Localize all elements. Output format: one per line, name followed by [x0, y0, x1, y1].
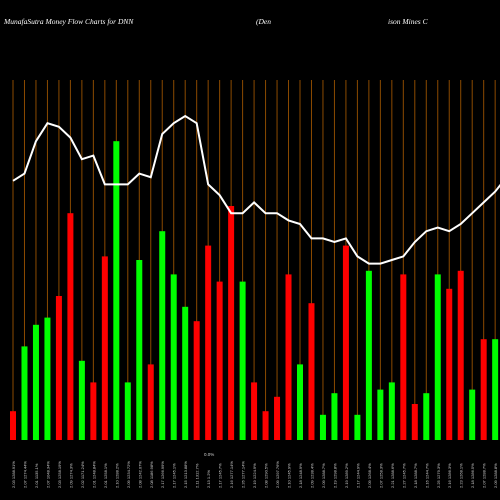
x-tick-label: 2.25 1279.3% — [436, 463, 441, 488]
x-tick-label: 2.03 1258.19% — [57, 461, 62, 488]
money-flow-bar — [113, 141, 120, 440]
x-tick-label: 2.01 1135.1% — [34, 463, 39, 488]
money-flow-bar — [388, 382, 395, 440]
x-tick-label: 2.18 1248.9% — [298, 463, 303, 488]
money-flow-bar — [492, 339, 499, 440]
x-tick-label: 2.07 1048.34% — [45, 461, 50, 488]
x-tick-label: 2.17 1245.7% — [218, 463, 223, 488]
x-tick-label: 2.09 1288.7% — [321, 463, 326, 488]
money-flow-bar — [159, 231, 166, 440]
chart-title-mid: (Den — [256, 17, 271, 26]
x-tick-label: 2.10 1245.9% — [287, 463, 292, 488]
money-flow-bar — [354, 414, 361, 440]
money-flow-bar — [377, 389, 384, 440]
money-flow-bar — [239, 281, 246, 440]
money-flow-bar — [205, 245, 212, 440]
x-tick-label: 2.07 1274.44% — [22, 461, 27, 488]
x-tick-label: 2.19 1298.8% — [332, 463, 337, 488]
money-flow-bar — [274, 396, 281, 440]
money-flow-bar — [319, 414, 326, 440]
money-flow-bar — [308, 303, 315, 440]
money-flow-bar — [55, 296, 62, 440]
x-tick-label: 2.26 1277.14% — [241, 461, 246, 488]
mid-axis-label: 0.0% — [204, 452, 214, 457]
money-flow-bar — [457, 270, 464, 440]
x-tick-label: 2.01 1248.84% — [91, 461, 96, 488]
money-flow-bar — [365, 270, 372, 440]
money-flow-bar — [124, 382, 131, 440]
x-tick-label: 2.03 1288.91% — [11, 461, 16, 488]
x-tick-label: 2.19 1224.9% — [252, 463, 257, 488]
money-flow-bar — [10, 411, 16, 440]
x-tick-label: 2.15 1213.88% — [183, 461, 188, 488]
money-flow-bar — [170, 274, 177, 440]
money-flow-bar — [331, 393, 338, 440]
x-tick-label: 2.09 1234.72% — [126, 461, 131, 488]
money-flow-bar — [78, 360, 85, 440]
x-tick-label: 2.09 1274.3% — [68, 463, 73, 488]
money-flow-bar — [342, 245, 349, 440]
money-flow-bar — [44, 317, 51, 440]
money-flow-bar — [251, 382, 258, 440]
money-flow-bar — [480, 339, 487, 440]
x-tick-label: 2.18 1288.7% — [413, 463, 418, 488]
money-flow-bar — [182, 306, 189, 440]
money-flow-bar — [67, 213, 74, 440]
money-flow-bar — [136, 260, 143, 440]
money-flow-bar — [400, 274, 407, 440]
chart-title-left: MunafaSutra Money Flow Charts for DNN — [3, 17, 134, 26]
x-tick-label: 2.08 1186.98% — [149, 461, 154, 488]
money-flow-bar — [469, 389, 476, 440]
money-flow-bar — [434, 274, 441, 440]
money-flow-bar — [216, 281, 223, 440]
x-tick-label: 2.21 1288.6% — [390, 463, 395, 488]
x-tick-label: 2.08 1242.07% — [137, 461, 142, 488]
x-tick-label: 2.16 1244.7% — [424, 463, 429, 488]
money-flow-bar — [262, 411, 269, 440]
x-tick-label: 2.17 1245.1% — [172, 463, 177, 488]
x-tick-label: 2.16 1286.3% — [447, 463, 452, 488]
x-tick-label: 2.23 1268.1% — [459, 463, 464, 488]
x-tick-label: 2.17 1266.99% — [160, 461, 165, 488]
x-tick-labels: 2.03 1288.91% 2.07 1274.44% 2.01 1135.1% 2.… — [11, 461, 498, 488]
money-flow-bar — [101, 256, 108, 440]
money-flow-bar — [21, 346, 28, 440]
x-tick-label: 2.10 1288.2% — [114, 463, 119, 488]
money-flow-bar — [32, 324, 39, 440]
money-flow-bar — [446, 288, 453, 440]
money-flow-bar — [228, 206, 235, 440]
x-tick-label: 2.09 1238.4% — [309, 463, 314, 488]
x-tick-label: 2.08 1290.5% — [264, 463, 269, 488]
money-flow-bar — [297, 364, 303, 440]
money-flow-bar — [285, 274, 292, 440]
x-tick-label: 2.02 1171.24% — [80, 461, 85, 488]
money-flow-bar — [411, 404, 418, 440]
x-tick-label: 2.19 1289.2% — [344, 463, 349, 488]
chart-title-right: ison Mines C — [388, 17, 429, 26]
x-tick-label: 2.11 1312.7% — [195, 463, 200, 488]
x-tick-label: 2.27 1245.7% — [401, 463, 406, 488]
money-flow-bar — [193, 321, 200, 440]
money-flow-bar — [90, 382, 97, 440]
bar-series — [10, 141, 499, 440]
x-tick-label: 2.09 1297.76% — [275, 461, 280, 488]
x-tick-label: 2.07 1258.3% — [378, 463, 383, 488]
x-tick-label: 2.13 1.2% — [206, 470, 211, 488]
x-tick-label: 2.17 1244.9% — [355, 463, 360, 488]
x-tick-label: 2.07 1288.7% — [482, 463, 487, 488]
x-tick-label: 2.18 1286.5% — [470, 463, 475, 488]
x-tick-label: 2.01 1258.1% — [103, 463, 108, 488]
money-flow-bar — [147, 364, 154, 440]
money-flow-bar — [423, 393, 430, 440]
x-tick-label: 2.16 1277.14% — [229, 461, 234, 488]
x-tick-label: 2.09 1268.4% — [367, 463, 372, 488]
x-tick-label: 2.09 1288.8% — [493, 463, 498, 488]
money-flow-line — [12, 114, 500, 265]
